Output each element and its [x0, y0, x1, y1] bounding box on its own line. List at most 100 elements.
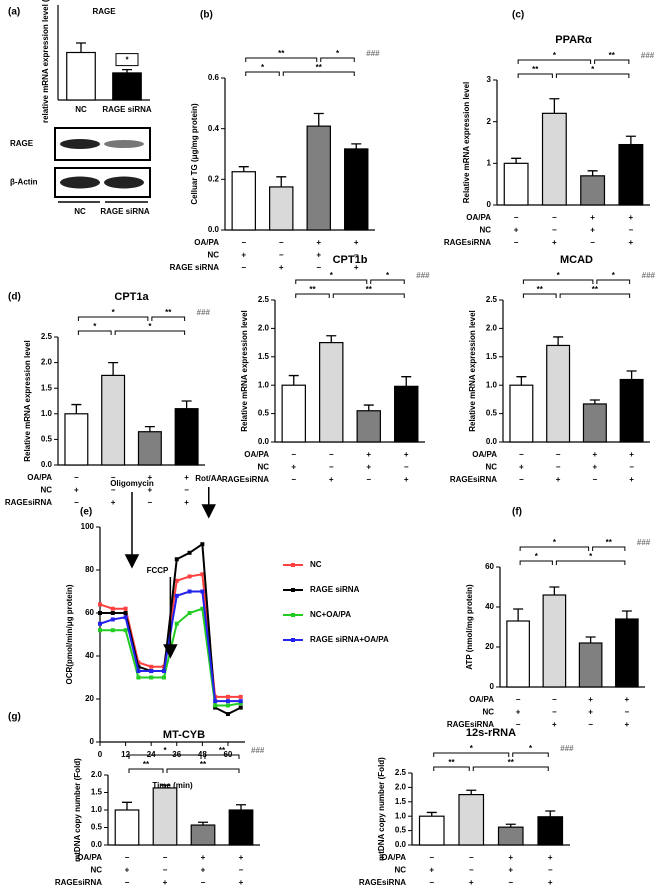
condition-sign: − [593, 475, 598, 484]
panel-label: (a) [8, 7, 20, 18]
y-tick-label: 0.5 [486, 409, 498, 418]
y-tick-label: 1.0 [41, 409, 53, 418]
chart-title: CPT1b [333, 254, 368, 266]
significance-label: ** [219, 746, 226, 755]
y-tick-label: 1.0 [395, 811, 407, 820]
y-axis-label: Relative mRNA expression level [23, 340, 32, 462]
annotation-arrow [124, 492, 140, 569]
condition-sign: − [429, 853, 434, 862]
condition-sign: − [241, 238, 246, 247]
significance-bracket [114, 330, 186, 335]
significance-bracket [295, 279, 368, 284]
y-tick-label: 2.0 [91, 770, 103, 779]
significance-label: * [330, 271, 334, 280]
condition-sign: − [241, 263, 246, 272]
error-bar [513, 608, 524, 621]
significance-bracket [555, 560, 626, 565]
condition-label: NC [394, 866, 406, 875]
condition-sign: − [469, 866, 474, 875]
condition-sign: + [366, 450, 371, 459]
bar [578, 642, 603, 688]
error-bar [549, 586, 560, 595]
bar [458, 793, 485, 846]
significance-label: * [125, 56, 129, 65]
bar [541, 112, 567, 206]
series-marker [225, 694, 230, 699]
y-tick-label: 0.5 [91, 823, 103, 832]
significance-label: ** [606, 538, 613, 547]
significance-label: * [535, 552, 539, 561]
y-tick-label: 40 [85, 651, 94, 660]
x-tick-label: 0 [98, 750, 103, 759]
condition-sign: − [629, 226, 634, 235]
significance-bracket [594, 59, 630, 64]
panel-label: (f) [512, 507, 522, 518]
significance-bracket [295, 293, 330, 298]
blot-row-label: β-Actin [10, 178, 38, 187]
x-tick-label: NC [75, 105, 87, 114]
condition-sign: − [291, 450, 296, 459]
condition-sign: − [516, 720, 521, 729]
significance-bracket [151, 316, 186, 321]
series-marker [98, 621, 102, 626]
blot-band [60, 139, 100, 149]
legend-marker [291, 588, 295, 592]
y-tick-label: 2.0 [41, 358, 53, 367]
condition-sign: + [548, 853, 553, 862]
y-tick-label: 80 [85, 565, 94, 574]
y-tick-label: 0 [487, 200, 492, 209]
condition-sign: + [552, 238, 557, 247]
condition-sign: + [519, 463, 524, 472]
bar [112, 72, 142, 101]
series-marker [238, 701, 243, 706]
y-tick-label: 2 [487, 117, 492, 126]
y-axis-label: Relative mRNA expression level [468, 310, 477, 432]
bar [269, 186, 294, 231]
trend-label: ### [251, 746, 265, 755]
condition-sign: − [239, 866, 244, 875]
y-axis-label: OCR(pmol/min/μg protein) [65, 584, 74, 684]
condition-sign: + [629, 475, 634, 484]
significance-bracket [433, 766, 470, 771]
series-marker [187, 589, 192, 594]
series-marker [136, 669, 141, 674]
legend-marker [291, 638, 295, 642]
error-bar [236, 804, 246, 810]
trend-label: ### [641, 51, 655, 60]
condition-sign: − [469, 853, 474, 862]
legend-label: RAGE siRNA+OA/PA [310, 635, 389, 644]
condition-sign: − [163, 866, 168, 875]
y-tick-label: 0.5 [395, 826, 407, 835]
significance-bracket [522, 279, 594, 284]
panel-label: (d) [8, 292, 21, 303]
y-tick-label: 100 [81, 522, 95, 531]
condition-sign: + [201, 866, 206, 875]
error-bar [108, 361, 119, 376]
chart-title: PPARα [555, 34, 592, 46]
trend-label: ### [197, 308, 211, 317]
bar [503, 162, 529, 206]
condition-sign: − [552, 695, 557, 704]
significance-bracket [245, 57, 318, 62]
significance-label: ** [448, 758, 455, 767]
bar [542, 594, 567, 688]
blot-lane-label: RAGE siRNA [100, 207, 150, 216]
error-bar [160, 784, 170, 788]
error-bar [511, 157, 522, 164]
significance-bracket [472, 766, 549, 771]
y-axis-label: Relative mRNA expression level [240, 310, 249, 432]
significance-label: * [529, 744, 533, 753]
bar [190, 824, 216, 846]
condition-sign: − [316, 263, 321, 272]
condition-sign: + [629, 213, 634, 222]
annotation-arrow [201, 487, 216, 519]
series-marker [200, 572, 205, 577]
condition-label: NC [482, 708, 494, 717]
bar [582, 403, 607, 443]
legend-label: NC+OA/PA [310, 610, 351, 619]
significance-label: * [612, 271, 616, 280]
significance-label: * [553, 51, 557, 60]
error-bar [516, 376, 527, 386]
condition-sign: + [625, 695, 630, 704]
series-marker [174, 578, 179, 583]
